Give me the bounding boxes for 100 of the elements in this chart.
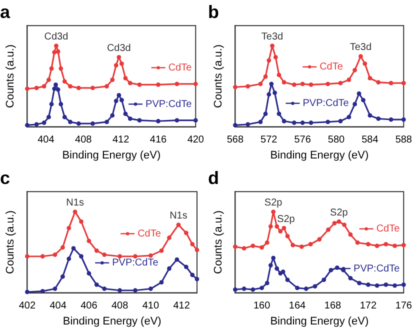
- point: [361, 98, 366, 102]
- point: [156, 82, 160, 87]
- point: [56, 49, 60, 54]
- point: [263, 74, 268, 79]
- point: [352, 68, 358, 72]
- point: [137, 118, 142, 123]
- chart-title: d: [208, 168, 219, 188]
- point: [376, 80, 381, 84]
- point: [263, 112, 268, 116]
- point: [58, 66, 64, 71]
- point: [193, 82, 198, 86]
- legend-label: CdTe: [168, 62, 192, 74]
- point: [376, 116, 381, 121]
- x-tick-label: 576: [294, 134, 312, 146]
- annotation: Te3d: [350, 42, 372, 54]
- y-axis-title: Counts (a.u.): [212, 44, 225, 108]
- point: [102, 252, 107, 257]
- point: [356, 91, 362, 96]
- legend-label: CdTe: [138, 228, 162, 240]
- point: [102, 286, 107, 291]
- x-tick-label: 412: [173, 300, 190, 312]
- point: [392, 244, 397, 248]
- point: [264, 280, 270, 286]
- point: [282, 118, 286, 124]
- point: [368, 76, 372, 80]
- point: [352, 102, 358, 106]
- point: [114, 63, 118, 68]
- point: [194, 248, 200, 252]
- point: [266, 58, 272, 63]
- point: [260, 245, 264, 250]
- point: [159, 280, 164, 284]
- x-tick-label: 416: [150, 134, 167, 146]
- legend-label: PVP:CdTe: [146, 98, 192, 110]
- point: [308, 242, 313, 246]
- point: [336, 219, 342, 224]
- point: [401, 117, 406, 122]
- point: [362, 61, 368, 66]
- point: [167, 266, 172, 271]
- point: [338, 80, 343, 86]
- point: [278, 229, 283, 234]
- annotation: N1s: [170, 210, 188, 222]
- point: [60, 245, 65, 250]
- point: [76, 121, 81, 126]
- point: [285, 278, 290, 282]
- point: [246, 122, 250, 127]
- point: [190, 242, 195, 246]
- point: [193, 118, 198, 123]
- point: [52, 286, 58, 291]
- point: [401, 242, 406, 248]
- point: [66, 256, 72, 261]
- point: [90, 86, 95, 90]
- point: [167, 236, 172, 240]
- point: [384, 282, 388, 287]
- point: [233, 244, 238, 249]
- point: [116, 54, 122, 60]
- point: [79, 219, 84, 224]
- point: [308, 82, 314, 87]
- x-tick-label: 568: [226, 134, 244, 146]
- point: [242, 246, 246, 250]
- point: [292, 120, 296, 125]
- point: [94, 248, 99, 253]
- point: [273, 54, 278, 60]
- x-tick-label: 164: [288, 300, 306, 312]
- x-tick-label: 580: [328, 134, 346, 146]
- point: [184, 264, 188, 270]
- point: [62, 79, 67, 84]
- point: [258, 82, 263, 86]
- chart-title: a: [0, 2, 11, 22]
- point: [322, 278, 326, 282]
- legend-label: CdTe: [320, 62, 344, 73]
- point: [233, 287, 238, 292]
- point: [272, 90, 277, 95]
- annotation: S2p: [330, 207, 348, 218]
- point: [338, 118, 343, 124]
- point: [137, 82, 142, 87]
- point: [58, 102, 64, 106]
- point: [348, 232, 353, 237]
- point: [292, 82, 296, 87]
- point: [388, 80, 394, 86]
- point: [25, 254, 30, 259]
- x-tick-label: 408: [75, 134, 92, 146]
- point: [120, 61, 124, 66]
- point: [104, 120, 109, 124]
- point: [34, 86, 39, 90]
- point: [159, 248, 164, 253]
- y-axis-title: Counts (a.u.): [212, 210, 225, 274]
- point: [194, 276, 200, 282]
- point: [174, 257, 180, 262]
- point: [317, 237, 322, 242]
- point: [276, 112, 282, 116]
- point: [268, 224, 273, 229]
- point: [120, 98, 124, 102]
- point: [68, 84, 72, 89]
- point: [156, 118, 160, 124]
- point: [86, 238, 92, 244]
- point: [246, 84, 250, 89]
- point: [233, 84, 238, 90]
- point: [66, 226, 72, 230]
- x-tick-label: 404: [50, 300, 67, 312]
- x-tick-label: 176: [395, 300, 412, 312]
